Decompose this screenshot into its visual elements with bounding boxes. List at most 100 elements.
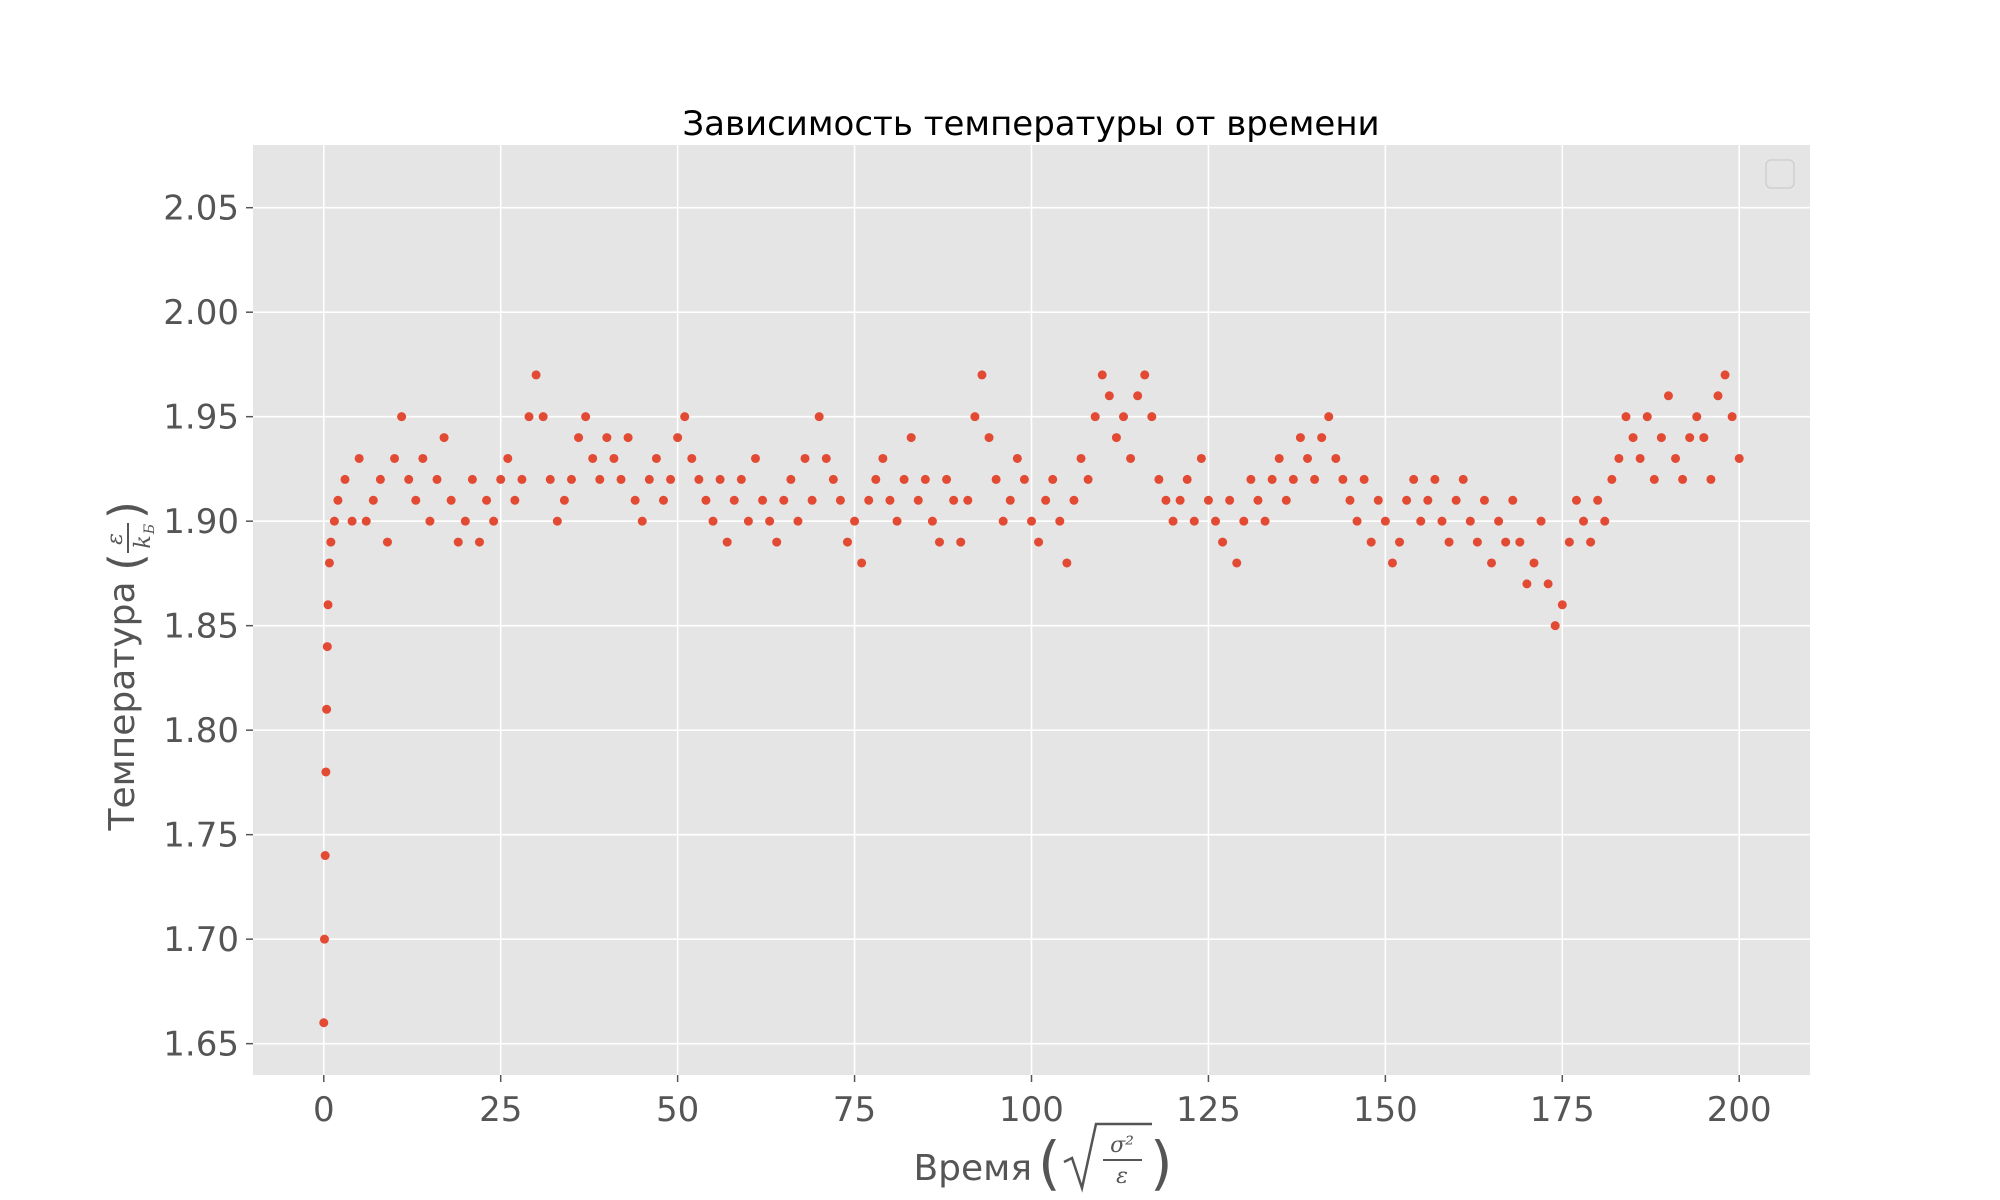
data-point [361, 516, 371, 526]
x-unit-numerator: σ² [1110, 1133, 1134, 1158]
data-point [743, 516, 753, 526]
data-point [1402, 495, 1412, 505]
data-point [324, 558, 334, 568]
data-point [1012, 453, 1022, 463]
data-point [467, 474, 477, 484]
data-point [397, 412, 407, 422]
data-point [793, 516, 803, 526]
data-point [1133, 391, 1143, 401]
data-point [1458, 474, 1468, 484]
data-point [559, 495, 569, 505]
y-tick-label: 1.75 [163, 816, 239, 856]
data-point [892, 516, 902, 526]
x-tick-label: 0 [313, 1090, 335, 1130]
y-tick-label: 1.70 [163, 920, 239, 960]
x-tick-label: 125 [1176, 1090, 1241, 1130]
data-point [765, 516, 775, 526]
y-unit-denominator: k [131, 535, 156, 548]
data-point [347, 516, 357, 526]
data-point [1536, 516, 1546, 526]
data-point [1218, 537, 1228, 547]
data-point [658, 495, 668, 505]
data-point [340, 474, 350, 484]
y-unit-left-paren: ( [99, 553, 153, 571]
data-point [1126, 453, 1136, 463]
data-point [630, 495, 640, 505]
data-point [1607, 474, 1617, 484]
data-point [1487, 558, 1497, 568]
data-point [623, 433, 633, 443]
data-point [1628, 433, 1638, 443]
data-point [878, 453, 888, 463]
data-point [1409, 474, 1419, 484]
data-point [1416, 516, 1426, 526]
data-point [460, 516, 470, 526]
data-point [321, 767, 331, 777]
data-point [1246, 474, 1256, 484]
data-point [1593, 495, 1603, 505]
data-point [1699, 433, 1709, 443]
y-tick-label: 2.05 [163, 189, 239, 229]
data-point [1154, 474, 1164, 484]
data-point [1041, 495, 1051, 505]
data-point [510, 495, 520, 505]
data-point [687, 453, 697, 463]
data-point [1027, 516, 1036, 526]
data-point [1472, 537, 1482, 547]
data-point [1508, 495, 1518, 505]
data-point [835, 495, 845, 505]
y-unit-numerator: ε [103, 533, 128, 545]
grid [253, 145, 1810, 1075]
legend-box[interactable] [1765, 159, 1795, 189]
data-point [1203, 495, 1213, 505]
data-point [970, 412, 980, 422]
data-point [1104, 391, 1114, 401]
data-point [333, 495, 343, 505]
data-point [322, 642, 332, 652]
data-point [1387, 558, 1397, 568]
data-point [1274, 453, 1284, 463]
data-point [1720, 370, 1730, 380]
data-point [1288, 474, 1298, 484]
data-point [354, 453, 364, 463]
x-tick-label: 150 [1353, 1090, 1418, 1130]
data-point [1324, 412, 1334, 422]
data-point [581, 412, 591, 422]
data-point [1055, 516, 1065, 526]
data-point [602, 433, 612, 443]
data-point [864, 495, 874, 505]
data-point [609, 453, 619, 463]
data-point [750, 453, 760, 463]
data-point [1685, 433, 1695, 443]
data-points [319, 370, 1744, 1028]
data-point [800, 453, 810, 463]
data-point [1423, 495, 1433, 505]
data-point [482, 495, 492, 505]
data-point [977, 370, 987, 380]
data-point [1211, 516, 1221, 526]
data-point [329, 516, 339, 526]
data-point [1048, 474, 1058, 484]
data-point [1119, 412, 1129, 422]
data-point [758, 495, 768, 505]
data-point [1380, 516, 1390, 526]
data-point [1727, 412, 1737, 422]
data-point [432, 474, 442, 484]
data-point [1005, 495, 1015, 505]
data-point [1706, 474, 1716, 484]
data-point [1678, 474, 1688, 484]
data-point [1663, 391, 1673, 401]
data-point [666, 474, 676, 484]
data-point [1062, 558, 1072, 568]
data-point [1303, 453, 1313, 463]
data-point [496, 474, 506, 484]
data-point [1281, 495, 1291, 505]
data-point [736, 474, 746, 484]
data-point [1543, 579, 1553, 589]
y-tick-label: 1.80 [163, 711, 239, 751]
data-point [1338, 474, 1348, 484]
data-point [1642, 412, 1652, 422]
data-point [1444, 537, 1454, 547]
y-unit-right-paren: ) [99, 501, 153, 519]
data-point [538, 412, 548, 422]
